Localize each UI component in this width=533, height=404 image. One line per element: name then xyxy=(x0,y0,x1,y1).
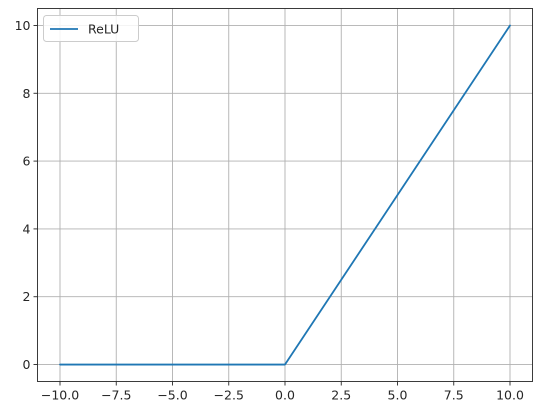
x-tick-label: −5.0 xyxy=(157,388,187,403)
x-tick-label: 2.5 xyxy=(331,388,351,403)
legend-label: ReLU xyxy=(88,22,119,37)
legend: ReLU xyxy=(43,15,139,42)
x-tick-label: 10.0 xyxy=(496,388,524,403)
x-axis: −10.0 −7.5 −5.0 −2.5 0.0 2.5 5.0 7.5 10.0 xyxy=(41,381,524,403)
y-axis: 0 2 4 6 8 10 xyxy=(15,18,38,372)
y-tick-label: 6 xyxy=(23,154,31,169)
series-layer xyxy=(59,24,511,366)
x-tick-label: 7.5 xyxy=(444,388,464,403)
grid xyxy=(37,8,533,382)
y-tick-label: 4 xyxy=(23,221,31,236)
x-tick-label: −10.0 xyxy=(41,388,79,403)
x-tick-label: −2.5 xyxy=(214,388,244,403)
series-line-relu xyxy=(59,24,511,366)
y-tick-label: 2 xyxy=(23,289,31,304)
legend-box xyxy=(43,15,139,42)
y-tick-label: 10 xyxy=(15,18,31,33)
x-tick-label: 5.0 xyxy=(388,388,408,403)
x-tick-label: −7.5 xyxy=(101,388,131,403)
x-tick-label: 0.0 xyxy=(275,388,295,403)
y-tick-label: 8 xyxy=(23,86,31,101)
y-tick-label: 0 xyxy=(23,357,31,372)
